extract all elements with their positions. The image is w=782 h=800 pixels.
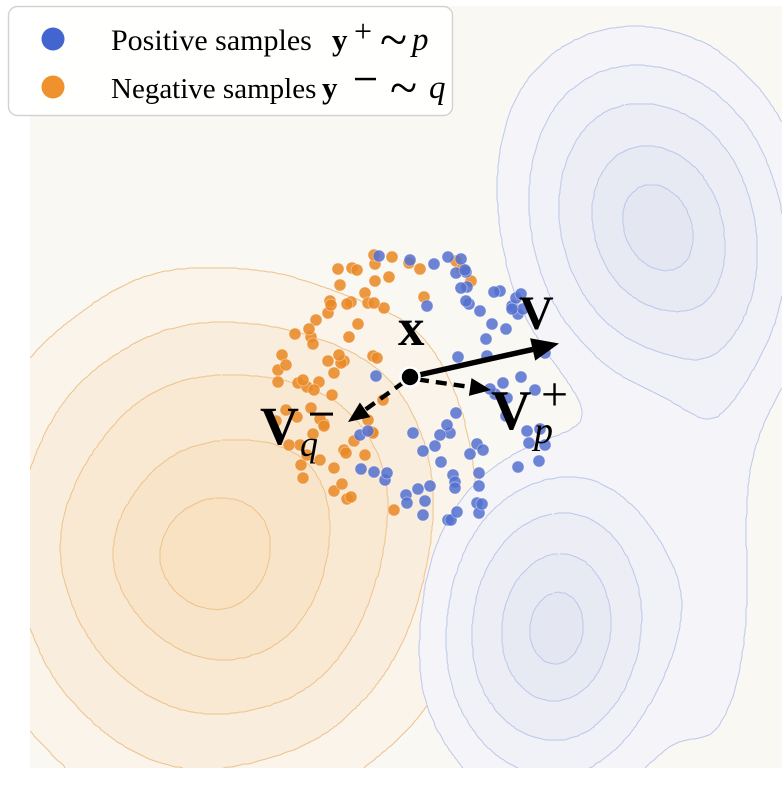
- svg-text:Positive samples: Positive samples: [111, 24, 312, 57]
- svg-text:x: x: [398, 299, 425, 357]
- svg-text:V: V: [491, 380, 531, 442]
- svg-text:+: +: [354, 13, 372, 49]
- svg-text:p: p: [410, 22, 429, 58]
- svg-text:q: q: [300, 424, 318, 464]
- svg-text:q: q: [429, 70, 446, 106]
- svg-text:+: +: [541, 368, 568, 421]
- svg-text:y: y: [322, 70, 338, 105]
- svg-text:~: ~: [380, 11, 407, 67]
- svg-text:Negative samples: Negative samples: [111, 73, 316, 105]
- svg-text:~: ~: [390, 59, 417, 115]
- svg-text:V: V: [519, 287, 554, 340]
- svg-text:p: p: [531, 410, 553, 452]
- svg-text:V: V: [260, 396, 299, 456]
- svg-text:y: y: [332, 22, 348, 57]
